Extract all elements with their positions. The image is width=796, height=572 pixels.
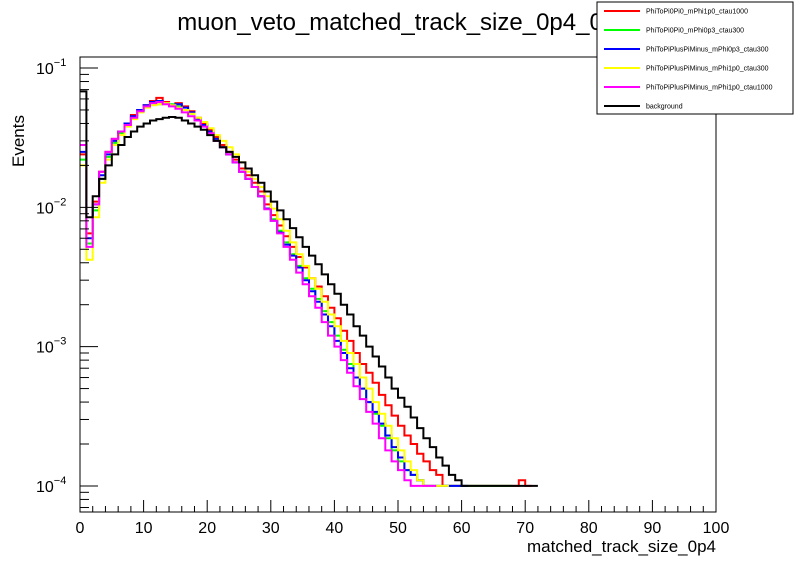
y-axis-label: Events [9, 115, 28, 167]
x-tick-label: 80 [580, 520, 598, 537]
x-tick-label: 0 [76, 520, 85, 537]
x-tick-label: 100 [703, 520, 730, 537]
legend-label: PhiToPiPlusPiMinus_mPhi1p0_ctau300 [646, 66, 769, 73]
legend-label: background [646, 104, 683, 111]
x-tick-label: 40 [326, 520, 344, 537]
y-axis: 10−1 10−2 10−3 10−4 [36, 57, 98, 509]
x-tick-label: 20 [198, 520, 216, 537]
x-tick-label: 90 [644, 520, 662, 537]
legend-label: PhiToPi0Pi0_mPhi1p0_ctau1000 [646, 9, 748, 16]
x-tick-label: 50 [389, 520, 407, 537]
series-line-5 [80, 90, 538, 487]
y-tick-label: 10−2 [36, 196, 66, 217]
x-tick-label: 60 [453, 520, 471, 537]
chart-title: muon_veto_matched_track_size_0p4_0 [177, 9, 603, 36]
x-axis: 0 10 20 30 40 50 60 70 80 90 100 [76, 500, 730, 537]
x-tick-label: 30 [262, 520, 280, 537]
x-tick-label: 10 [135, 520, 153, 537]
legend-label: PhiToPi0Pi0_mPhi0p3_ctau300 [646, 28, 744, 35]
legend-label: PhiToPiPlusPiMinus_mPhi0p3_ctau300 [646, 47, 769, 54]
x-axis-label: matched_track_size_0p4 [527, 537, 716, 556]
plot-area [80, 90, 538, 487]
legend: PhiToPi0Pi0_mPhi1p0_ctau1000 PhiToPi0Pi0_… [596, 1, 794, 115]
series-line-4 [80, 101, 437, 487]
legend-label: PhiToPiPlusPiMinus_mPhi1p0_ctau1000 [646, 85, 773, 92]
x-tick-label: 70 [516, 520, 534, 537]
legend-box [596, 1, 794, 115]
y-tick-label: 10−4 [36, 475, 66, 496]
y-tick-label: 10−1 [36, 57, 66, 78]
y-tick-label: 10−3 [36, 336, 66, 357]
